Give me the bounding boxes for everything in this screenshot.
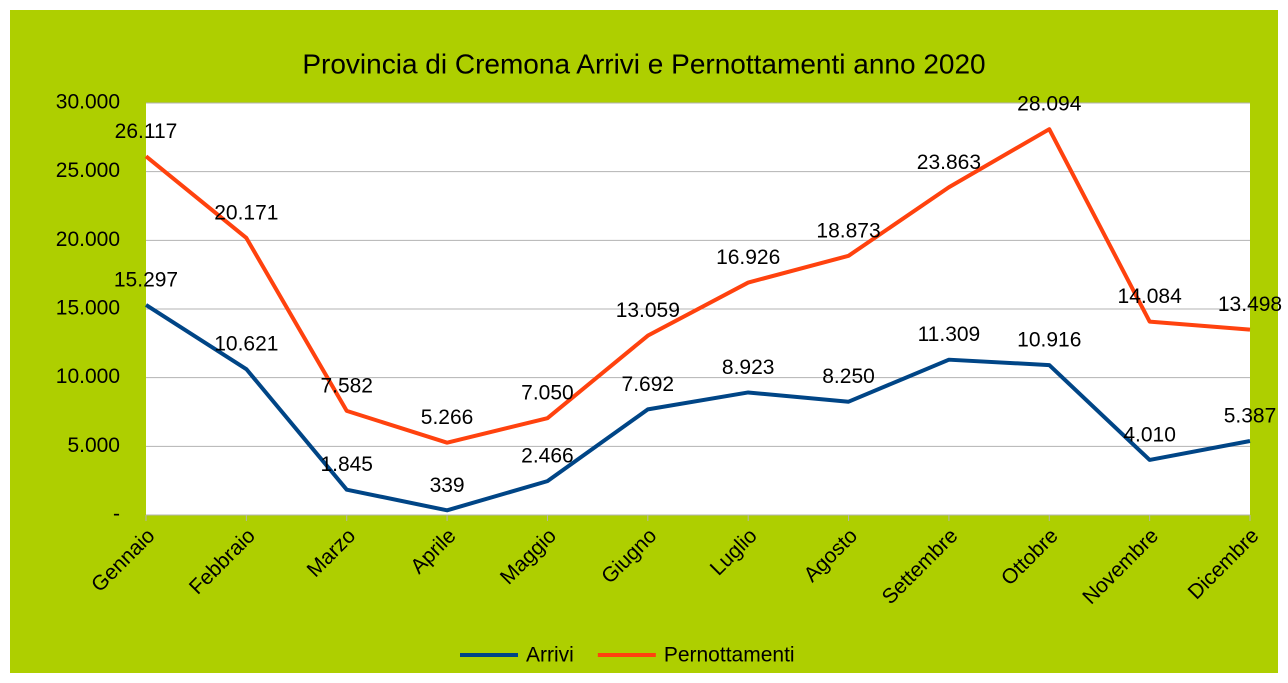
data-label: 1.845 <box>320 453 373 476</box>
data-label: 10.621 <box>214 333 278 356</box>
data-label: 5.266 <box>421 406 474 429</box>
data-label: 10.916 <box>1017 329 1081 352</box>
data-label: 7.692 <box>622 373 675 396</box>
data-label: 16.926 <box>716 246 780 269</box>
legend-label: Pernottamenti <box>664 644 795 667</box>
chart-title: Provincia di Cremona Arrivi e Pernottame… <box>302 48 985 79</box>
data-label: 2.466 <box>521 445 574 468</box>
y-tick-label: 25.000 <box>56 159 120 182</box>
line-series <box>144 303 1251 513</box>
data-label: 13.498 <box>1218 293 1282 316</box>
line-series <box>144 127 1251 445</box>
legend-label: Arrivi <box>526 644 574 667</box>
data-label: 15.297 <box>114 268 178 291</box>
data-label: 11.309 <box>918 323 981 346</box>
data-label: 14.084 <box>1118 285 1183 308</box>
y-tick-label: 15.000 <box>56 297 120 320</box>
data-label: 13.059 <box>616 299 680 322</box>
data-label: 4.010 <box>1123 423 1176 446</box>
data-label: 7.582 <box>320 374 373 397</box>
data-label: 20.171 <box>214 202 278 225</box>
data-label: 339 <box>430 474 465 497</box>
data-label: 5.387 <box>1224 405 1277 428</box>
data-label: 7.050 <box>521 382 574 405</box>
y-tick-label: 10.000 <box>56 365 120 388</box>
data-label: 28.094 <box>1017 93 1082 116</box>
y-tick-label: - <box>113 503 120 526</box>
data-label: 23.863 <box>917 151 981 174</box>
y-tick-label: 30.000 <box>56 91 120 114</box>
data-label: 8.250 <box>822 365 875 388</box>
data-label: 26.117 <box>115 120 178 143</box>
data-label: 18.873 <box>816 219 880 242</box>
y-tick-label: 20.000 <box>56 228 120 251</box>
y-tick-label: 5.000 <box>67 434 120 457</box>
data-label: 8.923 <box>722 356 775 379</box>
